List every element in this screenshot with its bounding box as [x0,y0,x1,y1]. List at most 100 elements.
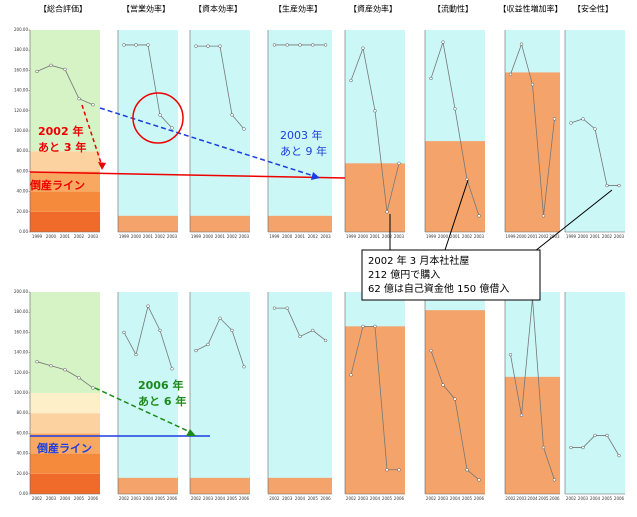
point [477,478,481,482]
panel-bg [190,292,250,494]
arrow [94,387,191,433]
y-tick-label: 60.00 [17,430,29,435]
point [453,397,457,401]
arrow [99,107,315,177]
arrow-head [311,172,320,180]
x-tick-label: 2006 [239,496,250,501]
x-tick-label: 2002 [32,496,43,501]
band [30,191,100,212]
x-tick-label: 2003 [578,496,589,501]
x-tick-label: 2002 [155,234,166,239]
y-tick-label: 200.00 [14,289,28,294]
x-tick-label: 2001 [295,234,306,239]
panel-title: 【資本効率】 [194,4,242,14]
x-tick-label: 2000 [131,234,142,239]
point [134,43,138,47]
panel: 0.00 20.00 40.00 60.00 80.00 100.00 120.00 140.… [14,289,100,501]
point [373,109,377,113]
x-tick-label: 2003 [321,234,332,239]
x-tick-label: 2004 [143,496,154,501]
point [272,306,277,310]
point [285,43,289,47]
point [311,43,315,47]
point [541,214,546,218]
arrow [81,104,103,167]
annotation: 2003 年 [280,128,323,142]
point [617,453,621,458]
x-tick-label: 2003 [474,234,485,239]
y-tick-label: 100.00 [14,390,28,395]
band [30,393,100,414]
danger-zone [505,72,560,232]
band [30,433,100,454]
point [206,342,210,347]
x-tick-label: 2006 [614,496,625,501]
x-tick-label: 2001 [450,234,461,239]
annotation: あと 3 年 [38,140,86,154]
point [122,43,126,47]
point [593,433,597,438]
danger-zone [345,163,405,232]
y-tick-label: 120.00 [14,370,28,375]
point [581,117,585,121]
panel-bg [268,292,332,494]
danger-zone [425,310,485,494]
panel-bg [118,30,178,232]
y-tick-label: 120.00 [14,108,28,113]
annotation: 倒産ライン [36,441,92,455]
panel: 【安全性】 1999 2000 2001 2002 2003 [564,4,625,239]
panel: 【流動性】 1999 2000 2001 2002 2003 [424,4,485,239]
panel-title: 【安全性】 [573,4,613,14]
x-tick-label: 2003 [131,496,142,501]
panel: 2002 2003 2004 2005 2006 [424,292,485,501]
x-tick-label: 2002 [191,496,202,501]
point [519,413,524,417]
danger-zone [190,215,250,232]
y-tick-label: 180.00 [14,309,28,314]
point [373,324,377,328]
y-tick-label: 80.00 [17,148,29,153]
arrow-head [98,162,106,170]
panel: 2002 2003 2004 2005 2006 [344,292,405,501]
x-tick-label: 2006 [88,496,99,501]
x-tick-label: 2000 [282,234,293,239]
point [569,121,573,125]
x-tick-label: 2003 [46,496,57,501]
x-tick-label: 2001 [143,234,154,239]
panel: 2002 2003 2004 2005 2006 [564,292,625,501]
point [158,328,162,333]
point [77,376,81,380]
x-tick-label: 2001 [590,234,601,239]
point [91,386,95,390]
x-tick-label: 2001 [60,234,71,239]
x-tick-label: 1999 [566,234,577,239]
point [311,328,315,333]
x-tick-label: 1999 [191,234,202,239]
x-tick-label: 2002 [227,234,238,239]
band [30,292,100,393]
annotation: あと 6 年 [138,394,186,408]
x-tick-label: 1999 [269,234,280,239]
panel-title: 【営業効率】 [122,4,170,14]
danger-zone [118,477,178,494]
panel: 【収益性増加率】 1999 2000 2001 2002 2003 [499,4,563,240]
point [605,433,609,438]
x-tick-label: 2000 [46,234,57,239]
arrow-head [186,429,196,436]
arrow [444,179,469,251]
point [361,46,365,50]
x-tick-label: 2006 [321,496,332,501]
x-tick-label: 2000 [578,234,589,239]
danger-zone [425,141,485,232]
x-tick-label: 2005 [382,496,393,501]
x-tick-label: 2002 [538,234,549,239]
point [323,43,328,47]
charts: 0.00 20.00 40.00 60.00 80.00 100.00 120.00 140.… [14,4,625,501]
x-tick-label: 2004 [60,496,71,501]
panel: 2002 2003 2004 2005 2006 [504,292,560,501]
note-box [361,249,541,301]
arrow [529,189,613,256]
point [91,103,95,107]
x-tick-label: 2001 [370,234,381,239]
